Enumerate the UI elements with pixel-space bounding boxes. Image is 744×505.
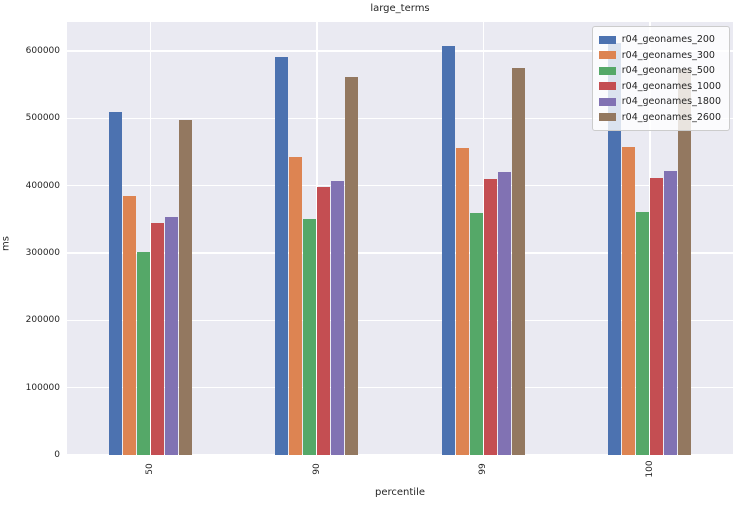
bar-r04_geonames_1800-p90 [331,180,345,455]
bar-r04_geonames_300-p100 [622,147,636,455]
y-tick-label: 600000 [25,45,60,56]
x-axis: 50 90 99 100 [67,455,733,487]
y-tick-label: 200000 [25,315,60,326]
legend-swatch-icon [598,97,616,106]
y-tick-label: 400000 [25,180,60,191]
bar-r04_geonames_2600-p90 [345,77,359,455]
legend: r04_geonames_200 r04_geonames_300 r04_geon… [591,26,730,131]
legend-row: r04_geonames_1000 [598,79,721,95]
y-tick-label: 100000 [25,382,60,393]
legend-swatch-icon [598,66,616,75]
gridline-vertical [149,22,151,455]
y-tick-label: 300000 [25,247,60,258]
legend-label: r04_geonames_2600 [621,111,721,123]
bar-r04_geonames_200-p100 [608,42,622,455]
bar-r04_geonames_1000-p90 [317,187,331,455]
legend-swatch-icon [598,51,616,60]
legend-label: r04_geonames_1000 [621,80,721,92]
x-tick-label: 50 [145,463,156,475]
gridline-vertical [316,22,318,455]
gridline-vertical [482,22,484,455]
legend-swatch-icon [598,82,616,91]
y-tick-label: 0 [54,450,60,460]
bar-r04_geonames_2600-p100 [678,69,692,455]
bar-r04_geonames_200-p50 [108,111,122,455]
gridline-horizontal [67,319,733,322]
legend-label: r04_geonames_500 [621,65,715,77]
legend-row: r04_geonames_300 [598,48,721,64]
legend-label: r04_geonames_200 [621,34,715,46]
bar-r04_geonames_200-p90 [275,57,289,455]
x-tick-label: 99 [478,463,489,475]
gridline-horizontal [67,117,733,120]
bar-r04_geonames_1800-p100 [664,170,678,455]
bar-r04_geonames_500-p50 [136,251,150,455]
y-axis: 0 100000 200000 300000 400000 500000 600000 [0,22,60,460]
bar-r04_geonames_1800-p50 [164,217,178,455]
bar-r04_geonames_300-p50 [122,196,136,455]
bar-r04_geonames_300-p99 [455,147,469,455]
bar-r04_geonames_1000-p99 [483,178,497,455]
chart-title: large_terms [370,3,430,14]
y-tick-label: 500000 [25,113,60,124]
legend-swatch-icon [598,113,616,122]
bar-r04_geonames_1000-p100 [650,177,664,455]
gridline-horizontal [67,454,733,456]
legend-row: r04_geonames_1800 [598,94,721,110]
bar-r04_geonames_500-p99 [469,212,483,455]
legend-row: r04_geonames_2600 [598,110,721,126]
legend-row: r04_geonames_200 [598,32,721,48]
bar-r04_geonames_1000-p50 [150,222,164,455]
bar-r04_geonames_500-p90 [303,219,317,455]
gridline-horizontal [67,386,733,389]
x-axis-label: percentile [374,487,425,498]
gridline-horizontal [67,184,733,187]
legend-row: r04_geonames_500 [598,63,721,79]
bar-r04_geonames_500-p100 [636,211,650,455]
gridline-horizontal [67,50,733,52]
bar-r04_geonames_200-p99 [441,46,455,455]
gridline-vertical [649,22,651,455]
bar-r04_geonames_300-p90 [289,156,303,455]
legend-label: r04_geonames_1800 [621,96,721,108]
x-tick-label: 100 [644,460,655,478]
bar-r04_geonames_1800-p99 [497,171,511,455]
x-tick-label: 90 [311,463,322,475]
bar-r04_geonames_2600-p99 [511,67,525,455]
legend-label: r04_geonames_300 [621,49,715,61]
bar-r04_geonames_2600-p50 [178,119,192,455]
legend-swatch-icon [598,35,616,44]
gridline-horizontal [67,252,733,254]
